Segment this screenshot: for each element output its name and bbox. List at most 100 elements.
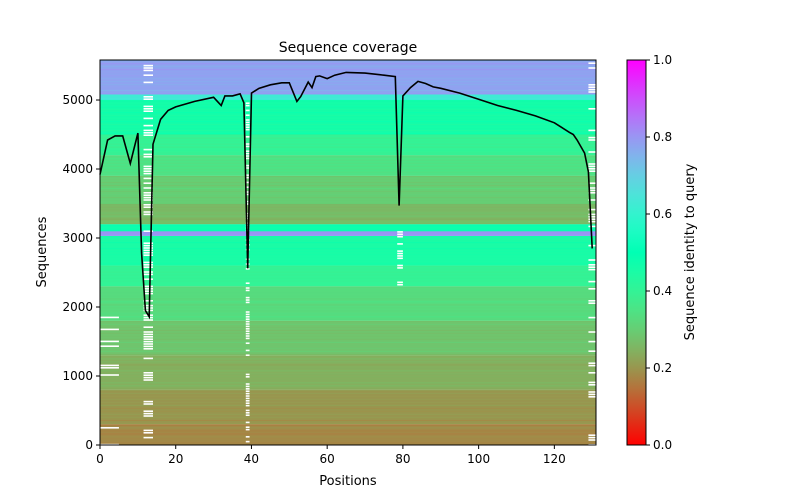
- sequence-stripe: [100, 335, 596, 338]
- gap-segment: [588, 163, 596, 165]
- sequence-stripe: [100, 268, 596, 270]
- gap-segment: [588, 216, 596, 218]
- sequence-stripe: [100, 326, 596, 329]
- sequence-stripe: [100, 382, 596, 384]
- gap-segment: [143, 172, 154, 175]
- gap-segment: [100, 316, 119, 319]
- gap-segment: [100, 364, 119, 367]
- gap-segment: [245, 323, 250, 325]
- gap-segment: [397, 267, 403, 269]
- sequence-stripe: [100, 301, 596, 303]
- sequence-stripe: [100, 112, 596, 114]
- gap-segment: [245, 390, 250, 393]
- sequence-stripe: [100, 181, 596, 184]
- gap-segment: [588, 220, 596, 223]
- sequence-stripe: [100, 247, 596, 250]
- sequence-stripe: [100, 388, 596, 390]
- gap-segment: [143, 410, 154, 412]
- x-axis: 0 20 40 60 80 100 120: [96, 445, 566, 466]
- gap-segment: [245, 282, 250, 285]
- gap-segment: [143, 206, 154, 208]
- gap-segment: [588, 62, 596, 64]
- gap-segment: [245, 316, 250, 318]
- y-axis-label: Sequences: [35, 216, 50, 287]
- gap-segment: [143, 412, 154, 415]
- gap-segment: [588, 266, 596, 268]
- plot-frame: [99, 59, 597, 446]
- gap-segment: [245, 145, 250, 148]
- gap-segment: [397, 231, 403, 233]
- identity-band: [100, 94, 596, 101]
- sequence-stripe: [100, 379, 596, 381]
- coverage-gaps: [100, 62, 596, 446]
- gap-segment: [245, 412, 250, 414]
- sequence-stripe: [100, 149, 596, 151]
- gap-segment: [245, 342, 250, 345]
- sequence-stripe: [100, 338, 596, 341]
- gap-segment: [397, 283, 403, 286]
- sequence-stripe: [100, 224, 596, 226]
- colorbar-tick-label: 0.4: [653, 284, 672, 298]
- sequence-stripe: [100, 413, 596, 416]
- gap-segment: [143, 271, 154, 273]
- gap-segment: [588, 91, 596, 93]
- sequence-stripe: [100, 361, 596, 363]
- sequence-stripe: [100, 87, 596, 89]
- identity-band: [100, 235, 596, 266]
- sequence-stripe: [100, 310, 596, 312]
- sequence-stripe: [100, 244, 596, 247]
- gap-segment: [143, 64, 154, 67]
- sequence-stripe: [100, 161, 596, 163]
- colorbar-tick-label: 1.0: [653, 53, 672, 67]
- gap-segment: [245, 436, 250, 438]
- gap-segment: [143, 211, 154, 213]
- gap-segment: [588, 434, 596, 436]
- gap-segment: [143, 300, 154, 302]
- identity-band: [100, 320, 596, 356]
- sequence-stripe: [100, 430, 596, 432]
- sequence-stripe: [100, 419, 596, 422]
- sequence-stripe: [100, 63, 596, 65]
- sequence-stripe: [100, 398, 596, 401]
- gap-segment: [588, 67, 596, 69]
- gap-segment: [588, 264, 596, 266]
- gap-segment: [588, 182, 596, 184]
- sequence-stripe: [100, 218, 596, 220]
- sequence-stripe: [100, 127, 596, 129]
- gap-segment: [143, 292, 154, 295]
- gap-segment: [588, 288, 596, 290]
- gap-segment: [245, 296, 250, 299]
- sequence-stripe: [100, 238, 596, 241]
- sequence-stripe: [100, 212, 596, 214]
- gap-segment: [143, 331, 154, 333]
- sequence-stripe: [100, 373, 596, 375]
- sequence-stripe: [100, 115, 596, 117]
- sequence-stripe: [100, 259, 596, 262]
- sequence-stripe: [100, 215, 596, 217]
- gap-segment: [245, 426, 250, 429]
- gap-segment: [245, 400, 250, 402]
- gap-segment: [143, 278, 154, 280]
- sequence-stripe: [100, 173, 596, 175]
- sequence-stripe: [100, 253, 596, 256]
- gap-segment: [143, 261, 154, 264]
- gap-segment: [100, 427, 119, 429]
- sequence-stripe: [100, 407, 596, 410]
- chart-title: Sequence coverage: [279, 40, 418, 56]
- gap-segment: [143, 67, 154, 69]
- gap-segment: [245, 222, 250, 225]
- gap-segment: [588, 129, 596, 132]
- gap-segment: [143, 316, 154, 319]
- gap-segment: [588, 165, 596, 168]
- gap-segment: [588, 340, 596, 343]
- gap-segment: [245, 409, 250, 412]
- gap-segment: [245, 404, 250, 407]
- sequence-stripe: [100, 385, 596, 387]
- gap-segment: [245, 318, 250, 321]
- gap-segment: [588, 372, 596, 374]
- gap-segment: [245, 102, 250, 105]
- sequence-stripe: [100, 124, 596, 126]
- gap-segment: [143, 336, 154, 338]
- gap-segment: [143, 304, 154, 307]
- sequence-stripe: [100, 395, 596, 398]
